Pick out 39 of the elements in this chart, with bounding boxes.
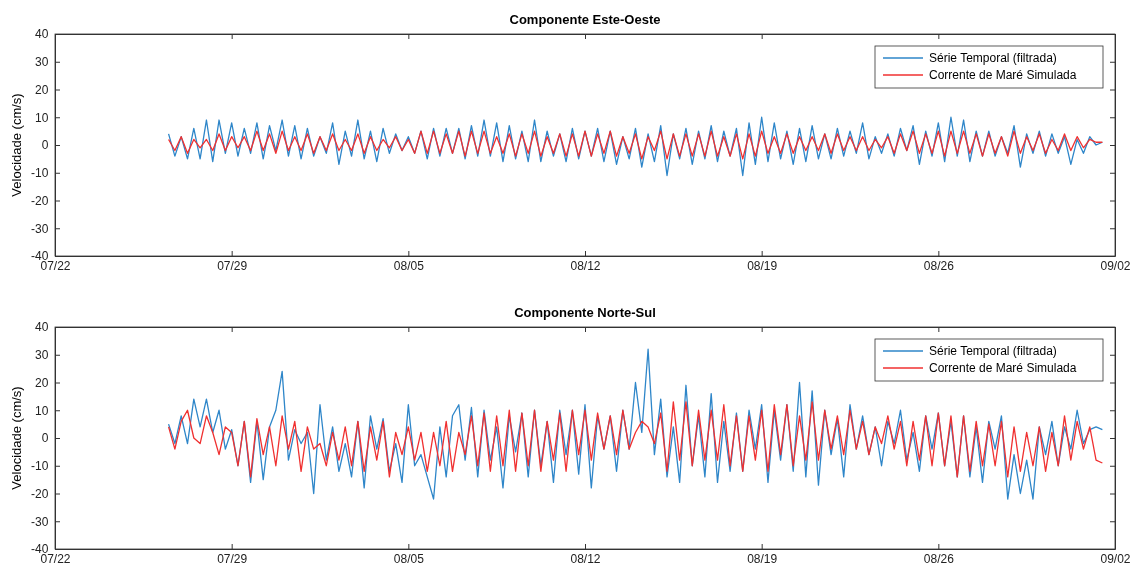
y-tick-label: -30 — [31, 514, 49, 529]
line-series — [167, 401, 1104, 478]
y-tick-label: -10 — [31, 166, 49, 181]
x-tick-label: 08/26 — [923, 258, 955, 273]
y-axis-title: Velocidade (cm/s) — [9, 93, 24, 197]
y-axis-title: Velocidade (cm/s) — [9, 386, 24, 490]
legend-label: Série Temporal (filtrada) — [929, 51, 1057, 65]
y-tick-label: 10 — [35, 110, 49, 125]
line-series — [167, 116, 1104, 177]
x-tick-label: 09/02 — [1100, 258, 1131, 273]
x-tick-label: 07/29 — [217, 551, 248, 566]
legend-label: Corrente de Maré Simulada — [929, 361, 1077, 375]
y-tick-label: 0 — [41, 138, 49, 153]
y-tick-label: 30 — [35, 348, 49, 363]
x-tick-label: 09/02 — [1100, 551, 1131, 566]
x-tick-label: 08/05 — [393, 551, 425, 566]
y-tick-label: -30 — [31, 221, 49, 236]
x-tick-label: 08/05 — [393, 258, 425, 273]
line-series — [167, 130, 1104, 160]
chart-title: Componente Este-Oeste — [509, 12, 661, 27]
y-tick-label: 30 — [35, 55, 49, 70]
y-tick-label: -20 — [31, 193, 49, 208]
y-tick-label: -20 — [31, 486, 49, 501]
x-tick-label: 08/12 — [570, 551, 601, 566]
y-tick-label: -10 — [31, 459, 49, 474]
legend-label: Corrente de Maré Simulada — [929, 68, 1077, 82]
y-tick-label: 0 — [41, 431, 49, 446]
y-tick-label: 40 — [35, 27, 49, 42]
y-tick-label: 20 — [35, 375, 49, 390]
x-tick-label: 07/29 — [217, 258, 248, 273]
y-tick-label: 40 — [35, 320, 49, 335]
x-tick-label: 08/19 — [747, 258, 778, 273]
x-tick-label: 08/26 — [923, 551, 955, 566]
legend-label: Série Temporal (filtrada) — [929, 344, 1057, 358]
y-tick-label: 20 — [35, 82, 49, 97]
y-tick-label: 10 — [35, 403, 49, 418]
chart-title: Componente Norte-Sul — [514, 305, 656, 320]
x-tick-label: 08/19 — [747, 551, 778, 566]
x-tick-label: 08/12 — [570, 258, 601, 273]
